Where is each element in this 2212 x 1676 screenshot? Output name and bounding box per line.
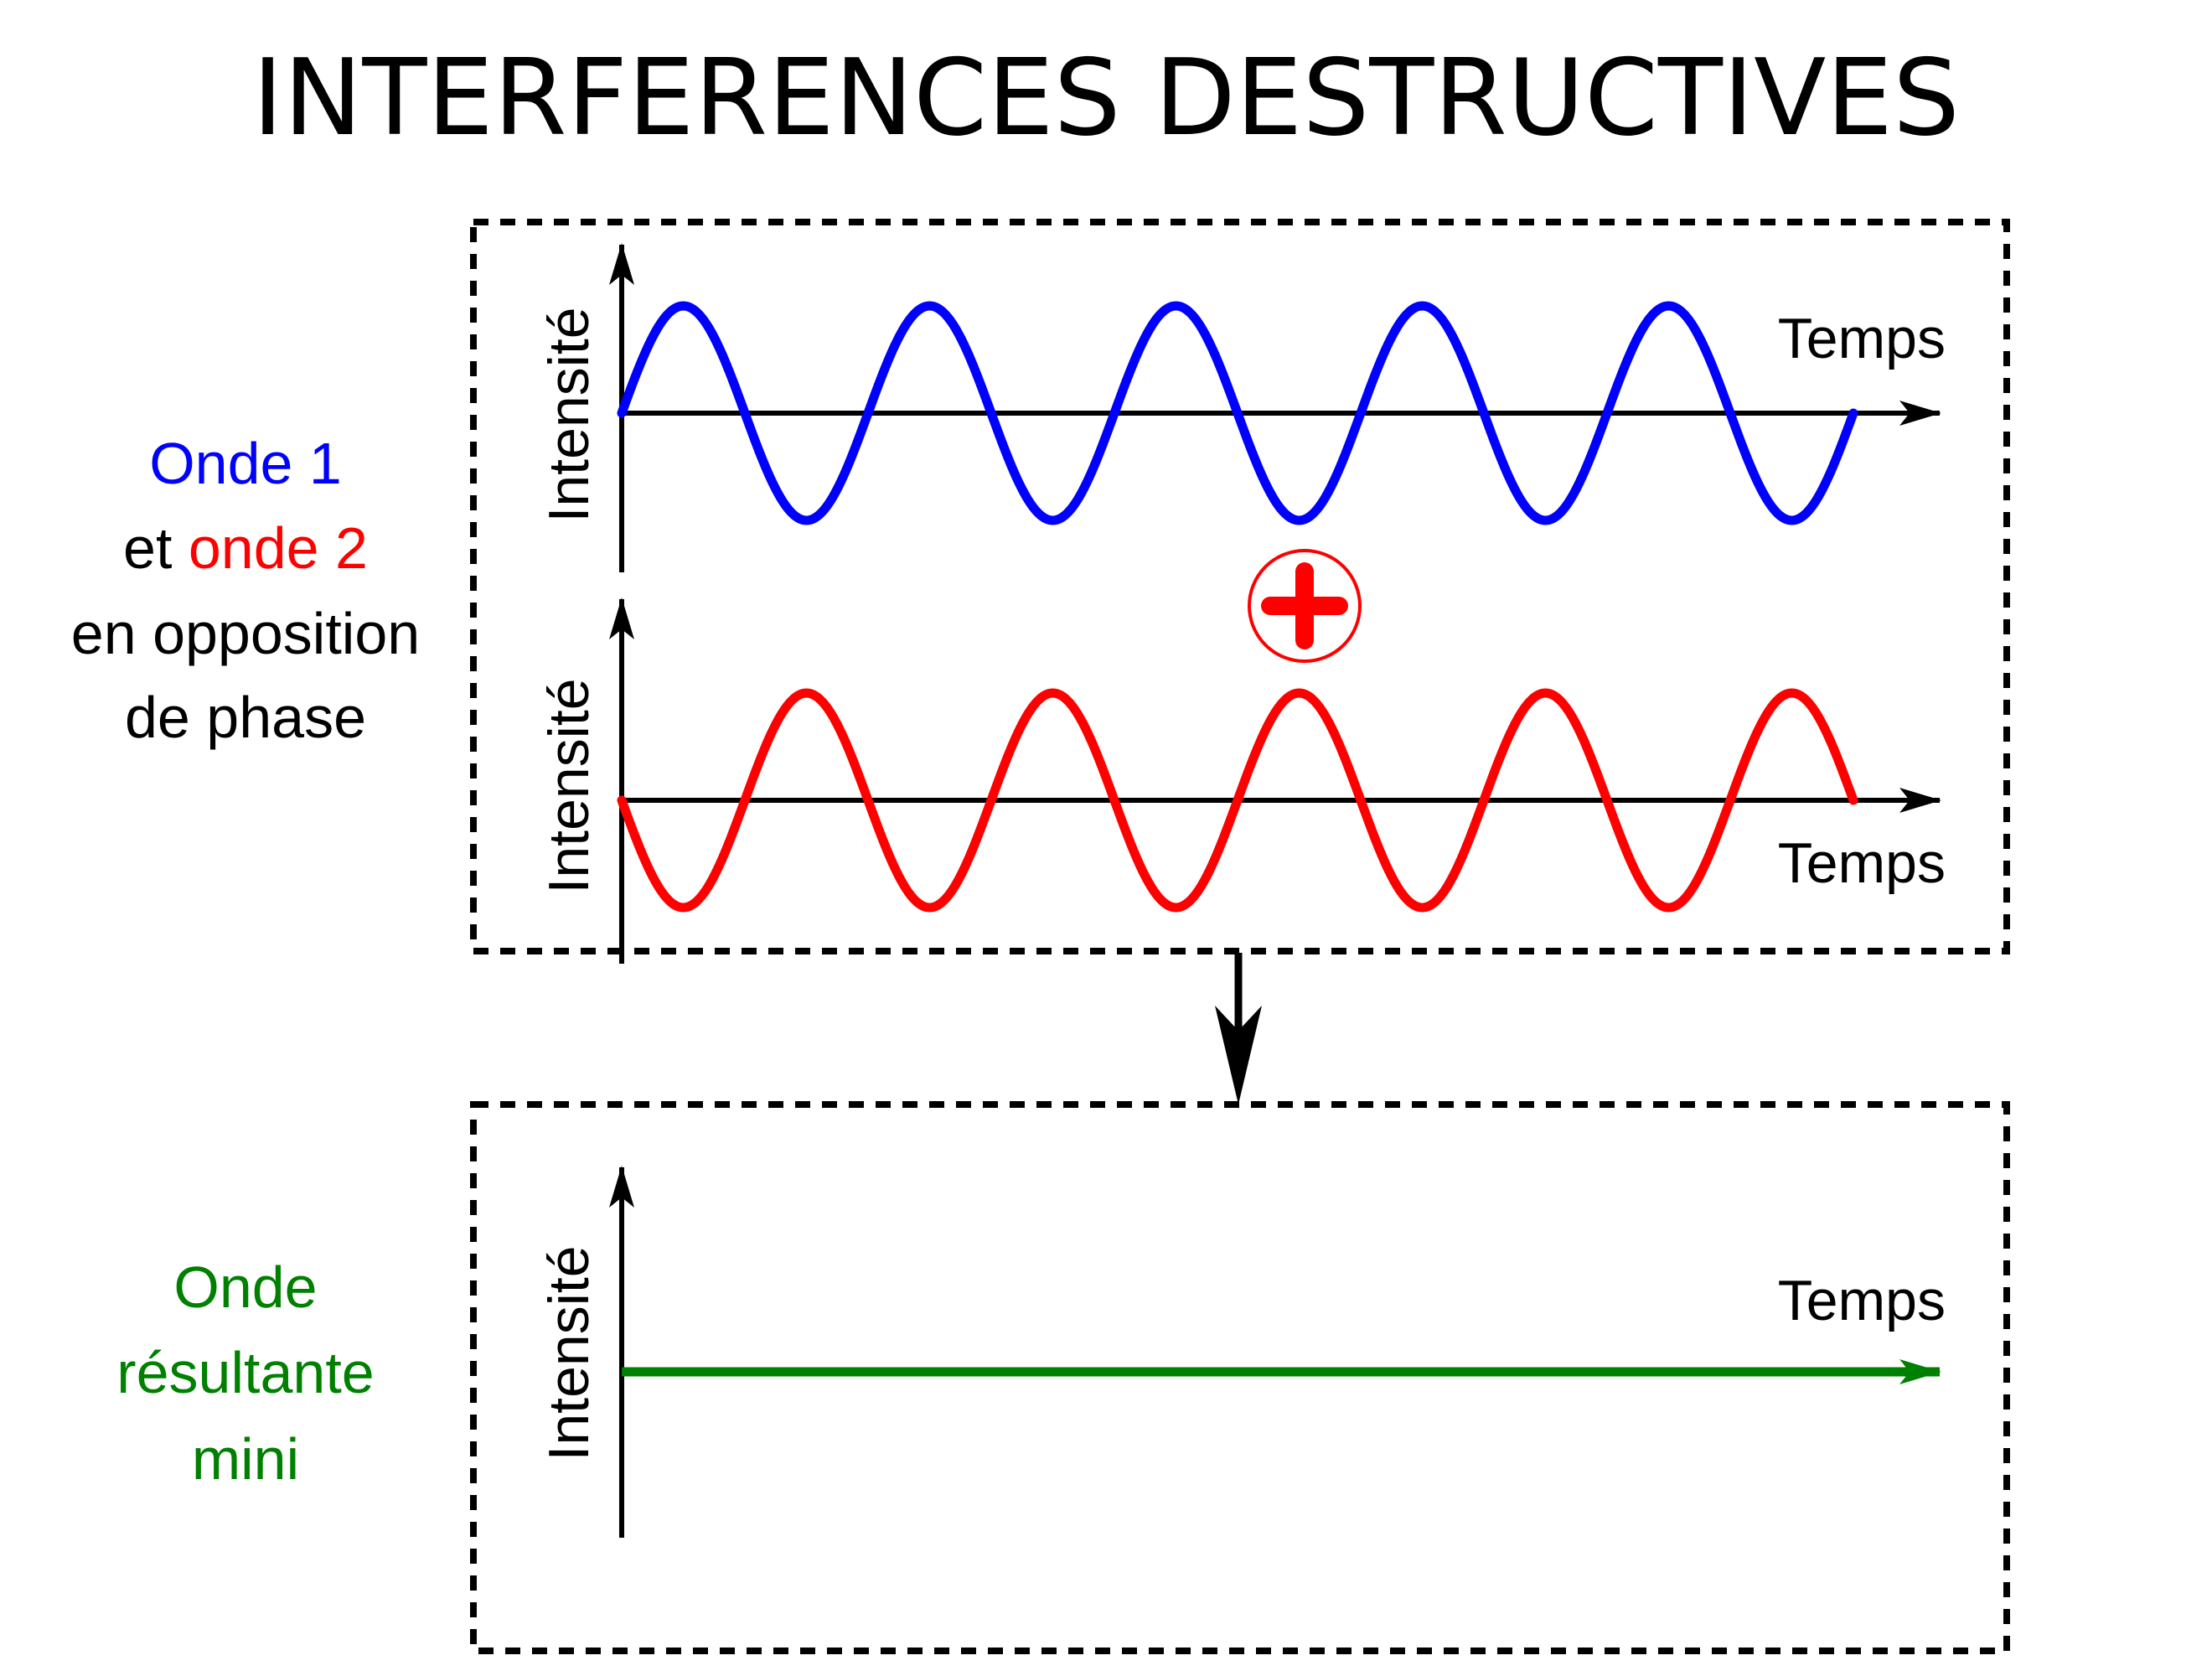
result-xlabel: Temps: [1778, 1269, 1946, 1332]
result-ylabel: Intensité: [537, 1245, 601, 1461]
result-description: Onde résultante mini: [116, 1254, 374, 1492]
result-label-line2: résultante: [116, 1340, 374, 1405]
wave1-name-label: Onde 1: [149, 431, 342, 496]
down-arrow-icon: [1215, 953, 1262, 1104]
wave2-plot: Intensité Temps: [537, 597, 1946, 964]
conjunction-label: et: [123, 515, 172, 581]
diagram-title: INTERFERENCES DESTRUCTIVES: [252, 36, 1960, 159]
result-label-line3: mini: [192, 1426, 299, 1492]
result-label-line1: Onde: [173, 1254, 317, 1320]
wave1-xlabel: Temps: [1778, 307, 1946, 370]
wave2-xlabel: Temps: [1778, 831, 1946, 895]
input-waves-frame: [470, 219, 2010, 954]
wave1-plot: Intensité Temps: [537, 243, 1946, 572]
phase-label-line1: en opposition: [71, 601, 420, 666]
wave2-name-label: onde 2: [189, 515, 368, 581]
result-wave-frame: [470, 1101, 2010, 1654]
wave1-curve: [617, 301, 1858, 525]
plus-circle-icon: [1248, 549, 1362, 663]
result-plot: Intensité Temps: [537, 1166, 1946, 1538]
wave2-name-line: et onde 2: [123, 515, 368, 581]
wave2-ylabel: Intensité: [537, 678, 601, 893]
wave-description: Onde 1 et onde 2 en opposition de phase: [71, 431, 420, 750]
phase-label-line2: de phase: [125, 685, 366, 750]
wave2-curve: [617, 688, 1858, 913]
wave1-ylabel: Intensité: [537, 307, 601, 522]
